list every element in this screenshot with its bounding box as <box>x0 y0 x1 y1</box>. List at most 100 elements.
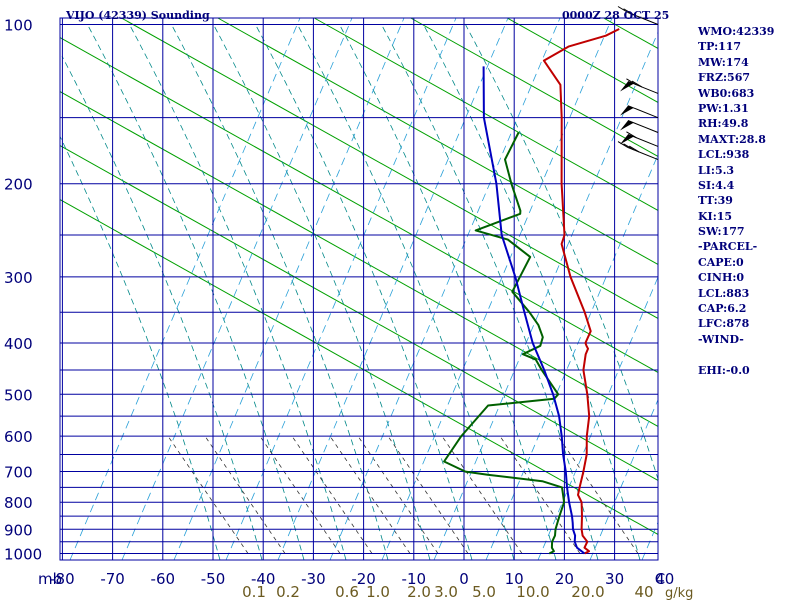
pressure-tick-label: 600 <box>4 428 33 446</box>
index-item: TT:39 <box>698 194 733 208</box>
wind-barb-pennant <box>620 105 634 116</box>
temperature-tick-label: 30 <box>605 570 624 588</box>
dry-adiabat-line <box>506 17 659 103</box>
pressure-tick-label: 800 <box>4 494 33 512</box>
wind-barb-flag <box>617 141 629 148</box>
helper-dashed-line <box>641 522 659 561</box>
chart-frame <box>59 17 659 561</box>
dry-adiabat-line <box>217 17 659 265</box>
temperature-tick-label: 10 <box>505 570 524 588</box>
index-item: LFC:878 <box>698 317 750 331</box>
mixing-ratio-label: 20.0 <box>571 583 604 600</box>
moist-adiabat-line <box>212 23 431 561</box>
temperature-tick-label: -60 <box>151 570 176 588</box>
moist-adiabat-line <box>464 23 659 481</box>
helper-dashed-line <box>225 17 457 561</box>
index-item: LCL:883 <box>698 286 750 300</box>
wind-barb <box>620 105 659 119</box>
index-item: -WIND- <box>698 332 744 346</box>
mixing-ratio-label: 10.0 <box>516 583 549 600</box>
temperature-tick-label: -10 <box>402 570 427 588</box>
temperature-unit-label: C <box>655 570 665 588</box>
wind-barb <box>620 78 659 94</box>
mixing-ratio-label: 0.1 <box>242 583 266 600</box>
mixing-ratio-label: 3.0 <box>434 583 458 600</box>
dry-adiabat-line <box>314 17 659 211</box>
dry-adiabat-line <box>59 199 659 535</box>
sounding-series <box>443 28 620 555</box>
wind-barb-flag <box>623 8 634 16</box>
helper-dashed-line <box>589 399 659 561</box>
temperature-tick-label: -70 <box>100 570 125 588</box>
temperature-tick-label: -30 <box>301 570 326 588</box>
wind-barb-flag <box>631 80 643 88</box>
index-item: LCL:938 <box>698 148 750 162</box>
wind-barb-flag <box>626 78 637 86</box>
dry-adiabat-line <box>603 17 659 49</box>
pressure-tick-label: 200 <box>4 176 33 194</box>
index-item: KI:15 <box>698 209 733 223</box>
wind-barb-flag <box>617 6 629 13</box>
helper-dashed-line <box>173 17 405 561</box>
pressure-tick-label: 100 <box>4 17 33 35</box>
moist-adiabat-line <box>86 23 305 561</box>
helper-dashed-line <box>277 17 509 561</box>
mixing-ratio-line <box>204 435 286 554</box>
temperature-tick-label: 40 <box>655 570 674 588</box>
pressure-tick-label: 500 <box>4 386 33 404</box>
dewpoint-line <box>443 132 566 555</box>
index-item: CINH:0 <box>698 271 745 285</box>
index-item: LI:5.3 <box>698 163 735 177</box>
index-item: CAP:6.2 <box>698 302 747 316</box>
pressure-tick-label: 400 <box>4 335 33 353</box>
wind-barb-pennant <box>620 134 634 145</box>
grid-lines <box>59 17 659 561</box>
helper-dashed-line <box>329 17 561 561</box>
wind-barb <box>620 120 659 133</box>
wind-barb-flag <box>623 143 634 151</box>
wind-barb-pennant <box>620 120 634 131</box>
helper-dashed-line <box>121 17 353 561</box>
helper-dashed-line <box>69 17 301 561</box>
temperature-tick-label: -20 <box>351 570 376 588</box>
mixing-ratio-label: 2.0 <box>407 583 431 600</box>
adiabat-lines <box>59 17 659 561</box>
mixing-ratio-label: 0.2 <box>276 583 300 600</box>
mixing-ratio-label: 0.6 <box>335 583 359 600</box>
moist-adiabat-line <box>128 23 347 561</box>
wind-barbs <box>617 6 659 161</box>
index-item: TP:117 <box>698 40 742 54</box>
moist-adiabat-line <box>170 23 389 561</box>
index-item: FRZ:567 <box>698 71 751 85</box>
mixing-ratio-label: 40 <box>634 583 653 600</box>
mixing-ratio-line <box>387 435 469 554</box>
index-item: MW:174 <box>698 55 749 69</box>
wind-barb <box>617 6 659 25</box>
index-item: CAPE:0 <box>698 255 744 269</box>
mixing-ratio-label: 1.0 <box>366 583 390 600</box>
wind-barb-flag <box>628 145 640 153</box>
dry-adiabat-line <box>59 91 659 427</box>
wind-barb-pennant <box>620 81 634 92</box>
moist-adiabat-line <box>338 23 557 561</box>
pressure-tick-label: 900 <box>4 521 33 539</box>
helper-dashed-line <box>381 17 613 561</box>
wind-barb-flag <box>626 131 637 139</box>
sounding-datetime: 0000Z 28 OCT 25 <box>562 9 670 22</box>
pressure-tick-label: 1000 <box>4 546 42 564</box>
dry-adiabat-line <box>59 37 659 373</box>
index-item: RH:49.8 <box>698 117 749 131</box>
wind-barb <box>617 141 659 161</box>
dry-adiabat-line <box>121 17 659 319</box>
moist-adiabat-line <box>422 23 641 561</box>
wind-barb <box>620 131 659 147</box>
mixing-ratio-line <box>557 435 639 554</box>
moist-adiabat-line <box>61 55 263 561</box>
mixing-ratio-unit-label: g/kg <box>665 586 693 600</box>
dry-adiabat-line <box>410 17 659 157</box>
index-item: WMO:42339 <box>698 25 775 38</box>
index-item: PW:1.31 <box>698 101 749 115</box>
temperature-tick-label: 0 <box>459 570 469 588</box>
temperature-tick-label: -80 <box>50 570 75 588</box>
